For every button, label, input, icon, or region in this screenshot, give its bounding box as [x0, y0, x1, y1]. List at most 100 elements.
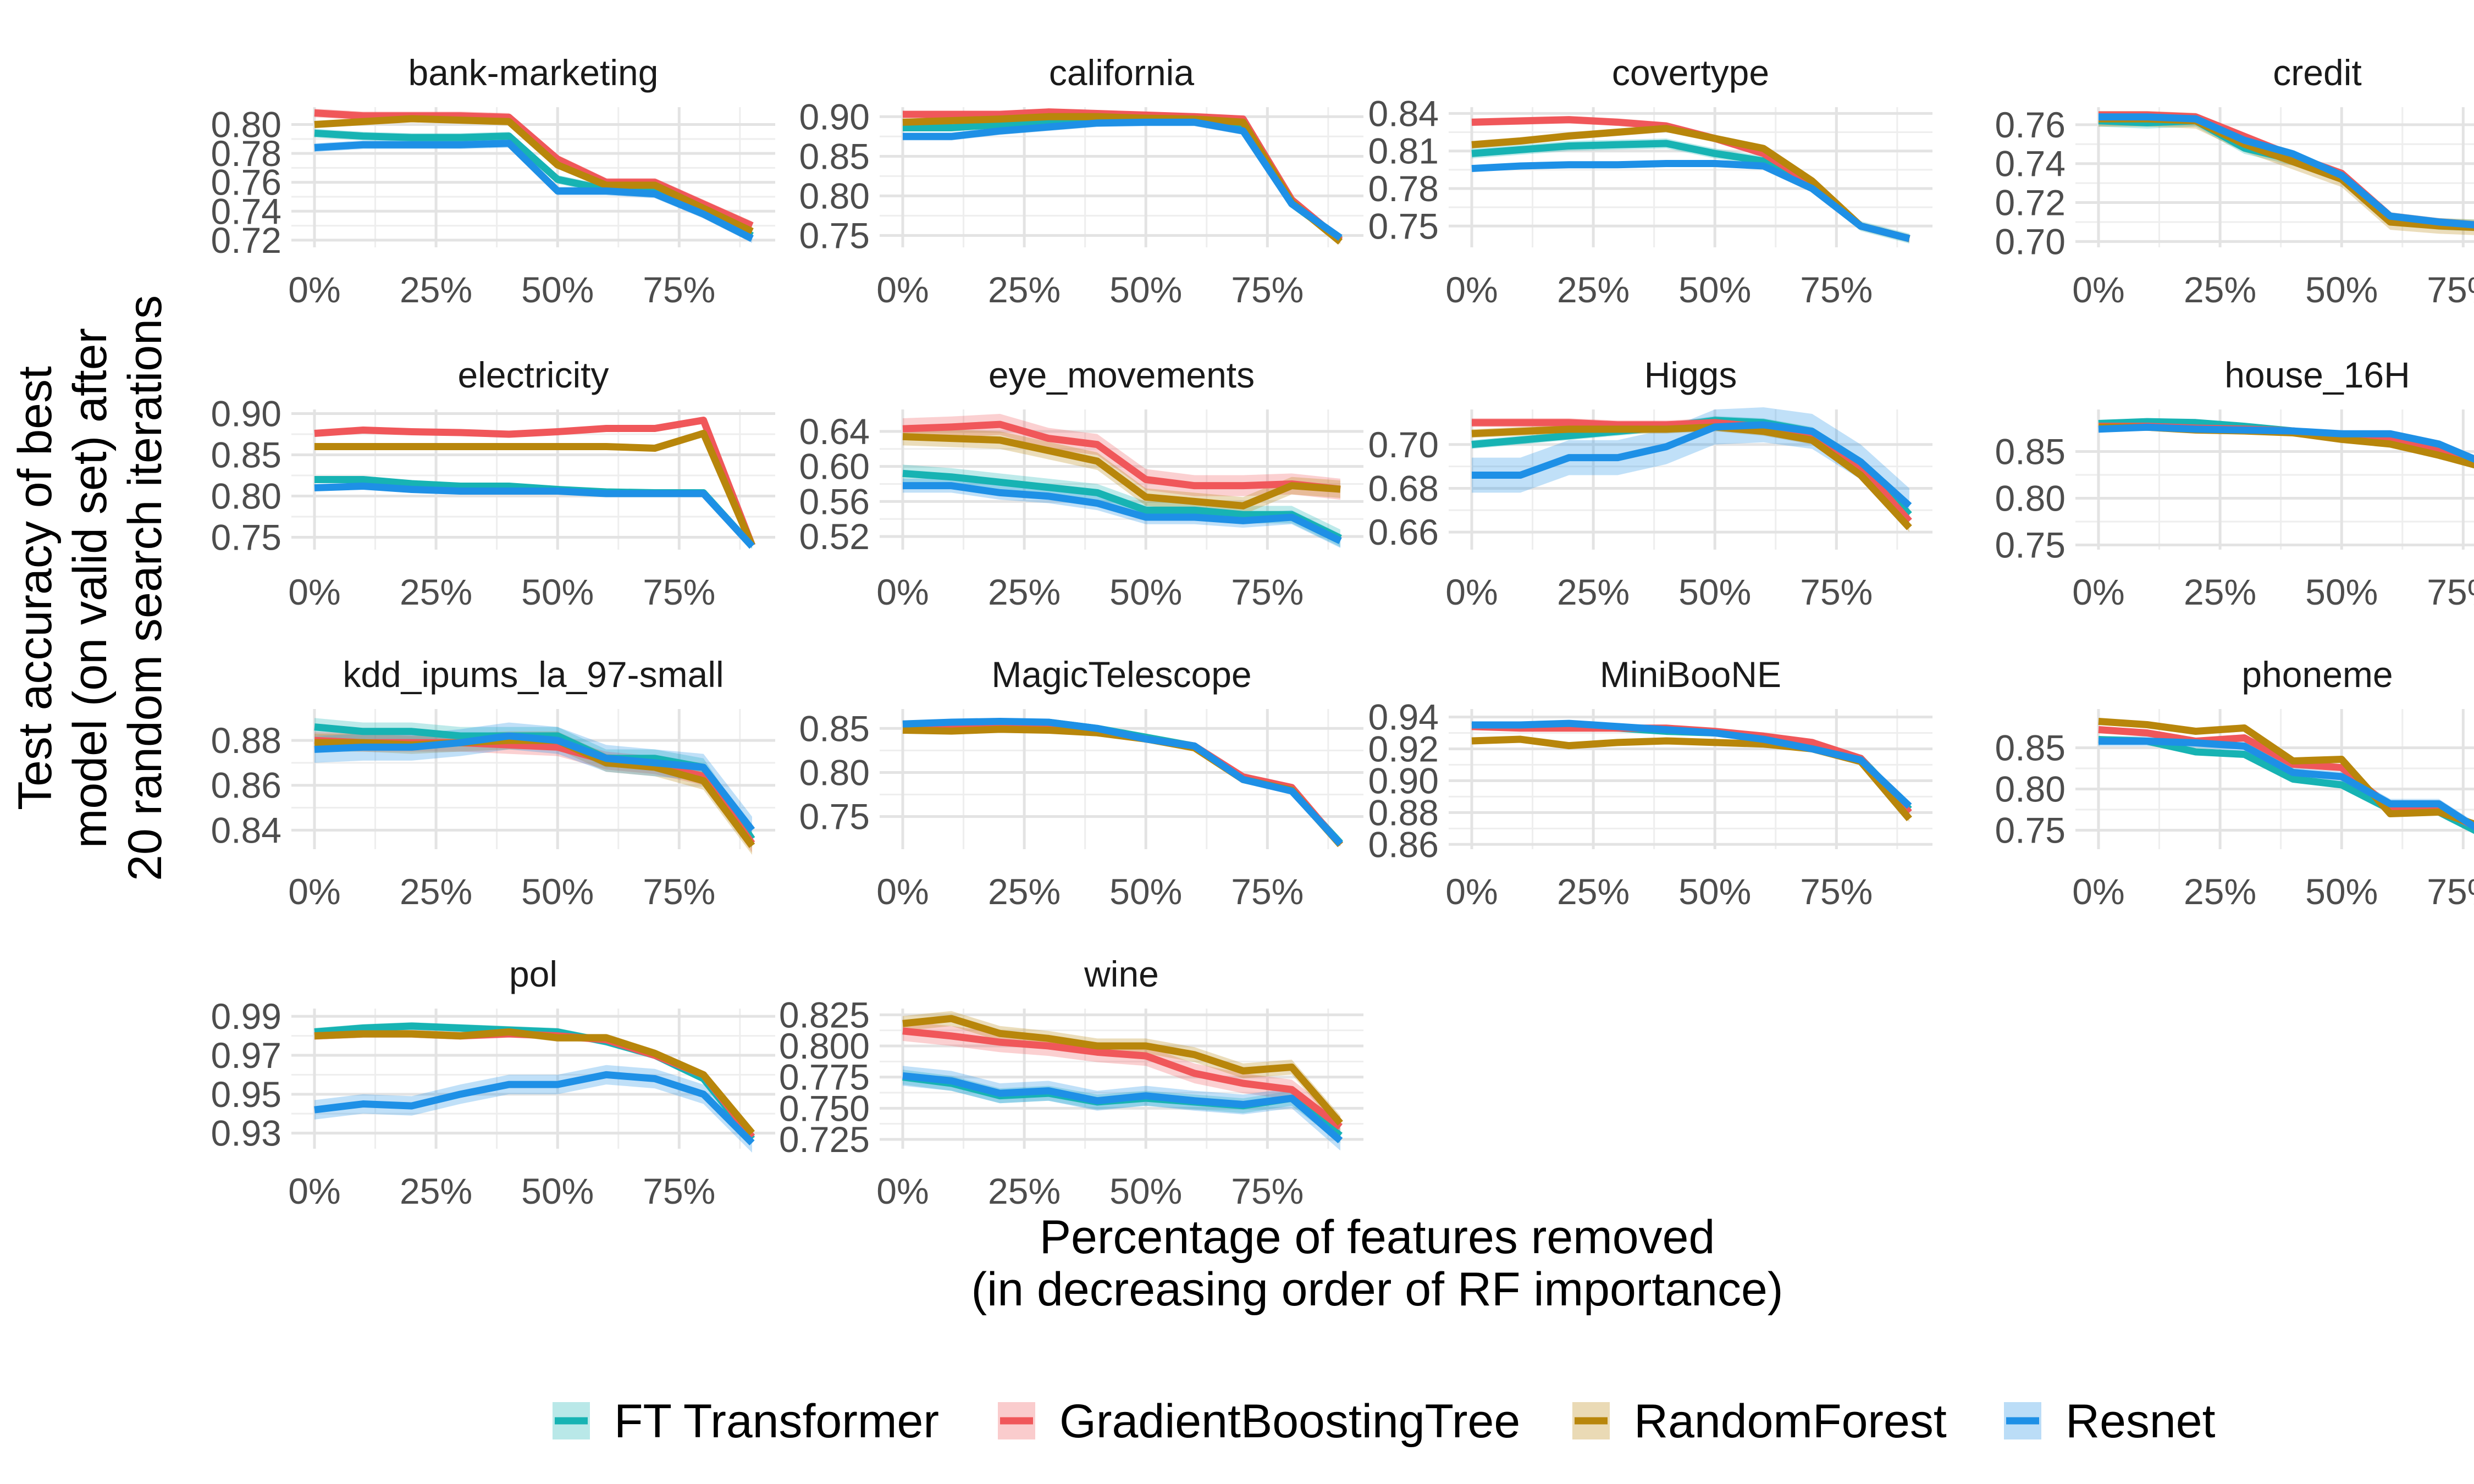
y-tick-label: 0.78 [211, 133, 281, 174]
legend-label: RandomForest [1634, 1395, 1947, 1448]
panel-title: phoneme [2241, 654, 2393, 695]
panel-covertype: covertype 0.750.780.810.84 0% 25% 50% 75% [1368, 52, 1932, 310]
line-resnet [314, 483, 755, 549]
line-resnet [314, 732, 755, 833]
line-ft-transformer [2098, 117, 2474, 229]
panel-california: california 0.750.800.850.90 0% 25% 50% 75% [799, 52, 1363, 310]
y-tick-label: 0.92 [1368, 728, 1439, 769]
line-randomforest [902, 1015, 1343, 1126]
x-tick-label: 25% [1557, 572, 1630, 612]
x-tick-label: 50% [521, 269, 594, 310]
panel-title: Higgs [1644, 355, 1737, 395]
panel-title: house_16H [2224, 355, 2410, 395]
y-tick-label: 0.800 [779, 1026, 870, 1066]
x-tick-label: 75% [1800, 269, 1873, 310]
x-tick-label: 75% [1231, 269, 1304, 310]
y-tick-label: 0.75 [1995, 810, 2066, 851]
x-tick-label: 0% [288, 572, 340, 612]
legend-item-resnet: Resnet [2004, 1395, 2216, 1448]
line-resnet [902, 717, 1343, 846]
panel-kdd-ipums-la-97-small: kdd_ipums_la_97-small 0.840.860.88 0% 25% 50… [211, 654, 775, 912]
x-tick-label: 50% [521, 572, 594, 612]
y-tick-label: 0.84 [211, 810, 281, 850]
x-tick-label: 75% [1231, 871, 1304, 912]
x-tick-label: 0% [876, 871, 929, 912]
band-resnet [314, 722, 752, 844]
panel-electricity: electricity 0.750.800.850.90 0% 25% 50% 75% [211, 355, 775, 612]
panel-title: covertype [1612, 52, 1769, 93]
x-tick-label: 75% [643, 1171, 715, 1211]
y-tick-label: 0.66 [1368, 512, 1439, 552]
x-tick-label: 75% [2427, 871, 2474, 912]
x-tick-label: 50% [1109, 1171, 1182, 1211]
line-randomforest [314, 1028, 755, 1136]
y-tick-label: 0.52 [799, 516, 870, 557]
panel-pol: pol 0.930.950.970.99 0% 25% 50% 75% [211, 954, 775, 1211]
x-tick-label: 50% [2305, 572, 2378, 612]
line-gradientboostingtree [2099, 111, 2474, 229]
line-randomforest [1471, 423, 1912, 530]
band-gradientboostingtree [903, 413, 1340, 500]
line-resnet [2098, 423, 2474, 463]
line-resnet [314, 140, 754, 242]
y-tick-label: 0.76 [211, 162, 281, 203]
y-tick-label: 0.88 [211, 720, 281, 761]
line-gradientboostingtree [902, 1027, 1343, 1130]
x-tick-label: 0% [2072, 269, 2124, 310]
panel-eye-movements: eye_movements 0.520.560.600.64 0% 25% 50% 75% [799, 355, 1363, 612]
band-gradientboostingtree [1472, 723, 1909, 816]
y-tick-label: 0.80 [211, 104, 281, 145]
y-tick-label: 0.85 [799, 136, 870, 176]
panel-title: credit [2273, 52, 2361, 93]
band-ft-transformer [1472, 138, 1909, 244]
y-tick-label: 0.56 [799, 481, 870, 522]
x-tick-label: 75% [2427, 269, 2474, 310]
y-axis-title-line-1: Test accuracy of best [9, 366, 62, 810]
x-tick-label: 50% [1109, 269, 1182, 310]
x-tick-label: 25% [1557, 871, 1630, 912]
x-tick-label: 75% [1800, 572, 1873, 612]
y-tick-label: 0.85 [1995, 728, 2066, 768]
y-axis-title-line-3: 20 random search iterations [119, 295, 172, 881]
x-tick-label: 0% [2072, 572, 2124, 612]
x-tick-label: 75% [643, 871, 715, 912]
legend-label: FT Transformer [614, 1395, 939, 1448]
panel-title: electricity [457, 355, 609, 395]
y-tick-label: 0.76 [1995, 104, 2066, 145]
x-tick-label: 0% [1445, 572, 1498, 612]
y-tick-label: 0.72 [211, 220, 281, 261]
y-tick-label: 0.93 [211, 1113, 281, 1154]
y-tick-label: 0.78 [1368, 168, 1439, 209]
y-tick-label: 0.94 [1368, 696, 1439, 737]
line-resnet [2099, 738, 2474, 831]
x-tick-label: 50% [1678, 871, 1751, 912]
band-gradientboostingtree [2099, 111, 2474, 229]
x-tick-label: 0% [288, 871, 340, 912]
line-resnet [314, 1071, 755, 1145]
x-tick-label: 0% [288, 1171, 340, 1211]
y-tick-label: 0.64 [799, 411, 870, 452]
line-resnet [1471, 159, 1910, 242]
y-tick-label: 0.70 [1995, 221, 2066, 262]
y-tick-label: 0.75 [799, 796, 870, 837]
y-tick-label: 0.80 [1995, 769, 2066, 810]
x-tick-label: 75% [1231, 572, 1304, 612]
panel-credit: credit 0.700.720.740.76 0% 25% 50% 75% [1995, 52, 2474, 310]
band-ft-transformer [314, 718, 752, 848]
panel-higgs: Higgs 0.660.680.70 0% 25% 50% 75% [1368, 355, 1932, 612]
x-tick-label: 0% [876, 269, 929, 310]
y-tick-label: 0.60 [799, 446, 870, 487]
x-tick-label: 75% [2427, 572, 2474, 612]
y-tick-label: 0.86 [1368, 824, 1439, 865]
panel-title: california [1049, 52, 1194, 93]
x-tick-label: 75% [643, 269, 715, 310]
band-resnet [314, 1065, 752, 1153]
panel-title: bank-marketing [408, 52, 659, 93]
x-tick-label: 50% [1678, 572, 1751, 612]
x-tick-label: 25% [2184, 871, 2256, 912]
band-resnet [314, 139, 752, 243]
panel-title: kdd_ipums_la_97-small [343, 654, 724, 695]
x-tick-label: 0% [2072, 871, 2124, 912]
y-tick-label: 0.74 [211, 191, 281, 231]
y-tick-label: 0.75 [1995, 525, 2066, 566]
